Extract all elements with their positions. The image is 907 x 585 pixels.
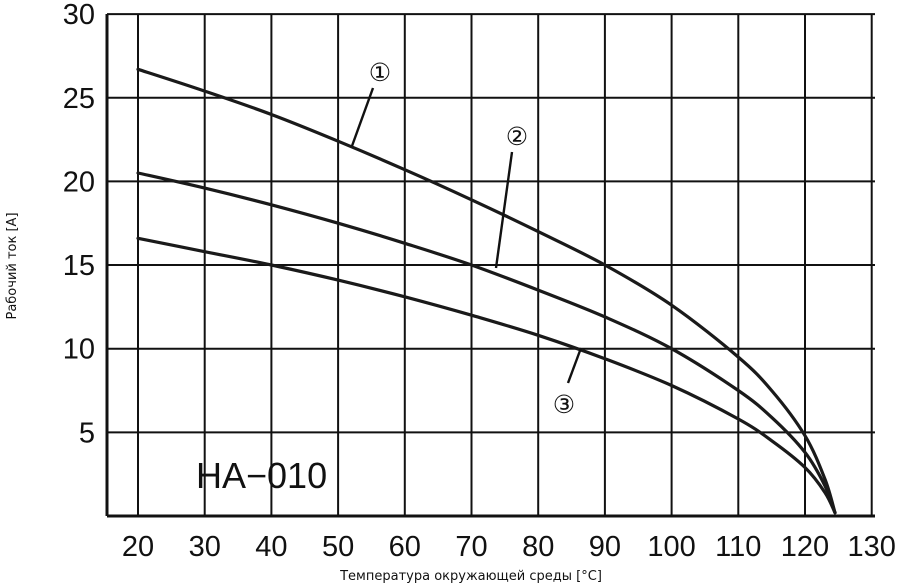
x-tick-label: 80 [522,531,554,563]
x-axis-title: Температура окружающей среды [°C] [339,569,602,584]
y-tick-label: 15 [63,250,95,282]
curve-3 [136,236,837,515]
marker-bg-1 [363,53,397,87]
x-tick-label: 120 [781,531,829,563]
curve-2 [136,171,837,515]
marker-bg-2 [500,117,534,151]
marker-leader-1 [350,87,375,147]
curve-1 [136,67,837,515]
x-tick-label: 100 [647,531,695,563]
x-tick-label: 20 [122,531,154,563]
x-tick-label: 60 [389,531,421,563]
y-tick-label: 10 [63,334,95,366]
curve-marker-1: ① [369,59,391,87]
x-tick-label: 90 [589,531,621,563]
curve-marker-2: ② [506,123,528,151]
y-tick-label: 5 [79,417,95,449]
y-axis-title: Рабочий ток [A] [5,212,20,319]
x-tick-labels: 20 30 40 50 60 70 80 90 100 110 120 130 [122,531,896,563]
x-tick-label: 30 [189,531,221,563]
y-tick-label: 25 [63,83,95,115]
marker-bg-3 [547,385,581,419]
curves [136,67,837,515]
x-tick-label: 130 [848,531,896,563]
y-tick-labels: 5 10 15 20 25 30 [63,0,95,449]
curve-markers: ① ② ③ [350,53,583,419]
grid [107,13,875,516]
x-tick-label: 110 [715,531,761,563]
x-tick-label: 40 [255,531,287,563]
marker-leader-2 [494,151,514,269]
x-tick-label: 70 [455,531,487,563]
x-tick-label: 50 [322,531,354,563]
y-tick-label: 30 [63,0,95,31]
model-label: HA−010 [196,455,327,496]
marker-leader-3 [566,347,583,384]
axes [105,14,875,518]
y-tick-label: 20 [63,166,95,198]
curve-marker-3: ③ [553,391,575,419]
